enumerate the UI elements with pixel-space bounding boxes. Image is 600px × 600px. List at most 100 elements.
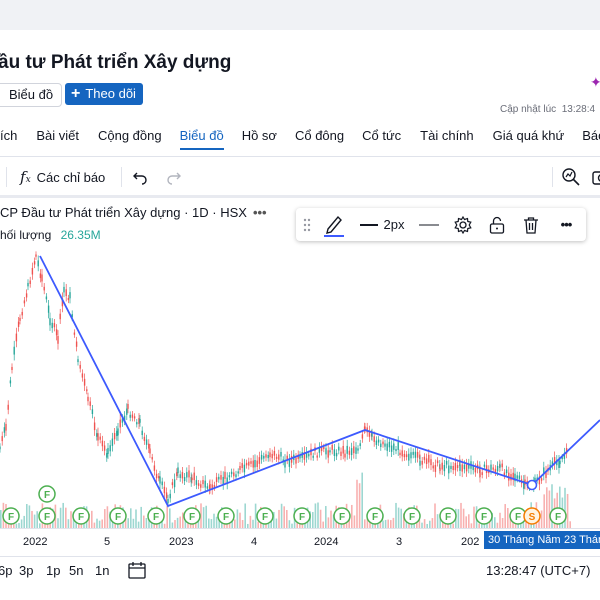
candle-body (3, 427, 6, 433)
candle-body (414, 451, 417, 458)
tab-co-tuc[interactable]: Cổ tức (362, 128, 402, 143)
candle-body (551, 461, 554, 466)
magnify-chart-icon (562, 168, 580, 186)
undo-icon (133, 172, 147, 185)
tab-co-dong[interactable]: Cổ đông (294, 128, 345, 143)
candle-body (434, 464, 437, 472)
candle-body (273, 450, 276, 456)
candle-body (139, 418, 141, 423)
candle-body (93, 422, 96, 431)
volume-bar (20, 519, 23, 528)
candle-body (5, 423, 7, 431)
trash-icon[interactable] (520, 208, 542, 241)
line-width-control[interactable]: 2px (358, 208, 406, 241)
company-title: ầu tư Phát triển Xây dựng (0, 52, 232, 73)
sparkle-icon[interactable]: ✦ (590, 74, 600, 90)
tab-gia-qua-khu[interactable]: Giá quá khứ (492, 128, 565, 143)
volume-bar (280, 503, 283, 528)
settings-icon[interactable] (452, 208, 474, 241)
chart-legend[interactable]: CP Đầu tư Phát triển Xây dựng · 1D · HSX… (0, 204, 271, 221)
volume-bar (179, 516, 181, 528)
candle-body (403, 453, 406, 458)
redo-button[interactable] (166, 160, 182, 194)
candle-body (545, 471, 547, 478)
indicators-button[interactable]: fx Các chỉ báo (20, 160, 105, 194)
tab-ho-so[interactable]: Hồ sơ (241, 128, 277, 143)
candle-body (119, 419, 121, 428)
follow-button[interactable]: + Theo dõi (65, 83, 143, 105)
time-axis[interactable]: 2022 5 2023 4 2024 3 202 30 Tháng Năm 23… (0, 528, 600, 553)
camera-button[interactable] (592, 160, 600, 194)
volume-bar (431, 518, 434, 528)
candle-body (195, 480, 198, 485)
candle-body (436, 460, 439, 464)
dividend-marker (38, 485, 56, 503)
dividend-marker-label: F (153, 512, 159, 523)
candle-body (377, 439, 380, 443)
range-3p[interactable]: 3p (19, 563, 34, 578)
line-style-icon[interactable] (416, 208, 442, 241)
candle-body (483, 464, 486, 467)
candle-body (335, 452, 338, 457)
candle-body (364, 426, 366, 430)
dividend-marker-label: F (223, 512, 229, 523)
candle-body (325, 448, 327, 455)
candle-body (303, 452, 306, 460)
candle-body (553, 457, 556, 465)
volume-bar (473, 506, 475, 528)
candle-body (256, 460, 258, 467)
calendar-icon[interactable] (128, 561, 148, 582)
volume-bar (202, 507, 205, 528)
undo-button[interactable] (132, 160, 148, 194)
more-icon[interactable]: ••• (252, 205, 267, 220)
chart-magnify-button[interactable] (561, 160, 581, 194)
candle-body (45, 296, 48, 300)
candle-body (188, 470, 190, 478)
price-chart[interactable]: F F F F F F F F F F F F F F F FFS (0, 198, 600, 531)
tab-phan-tich[interactable]: ích (0, 128, 18, 143)
pencil-icon[interactable] (322, 208, 346, 241)
volume-bar (286, 509, 288, 528)
range-1n[interactable]: 1n (95, 563, 110, 578)
volume-bar (512, 519, 514, 528)
candle-body (19, 317, 21, 321)
candle-body (151, 457, 153, 460)
volume-bar (423, 519, 426, 528)
range-5n[interactable]: 5n (69, 563, 84, 578)
tab-cong-dong[interactable]: Cộng đồng (97, 128, 162, 143)
candle-body (143, 436, 146, 441)
candle-body (425, 458, 428, 464)
candle-body (445, 460, 448, 465)
candle-body (280, 451, 282, 457)
candle-body (359, 443, 361, 446)
candle-body (428, 454, 430, 463)
drag-handle-icon[interactable] (300, 208, 314, 241)
unlock-icon[interactable] (486, 208, 508, 241)
candle-body (405, 454, 408, 458)
candle-body (211, 484, 213, 490)
volume-bar (397, 507, 400, 528)
candle-body (179, 474, 181, 478)
volume-bar (213, 513, 215, 528)
candle-body (176, 472, 178, 477)
toolbar-separator (121, 167, 122, 187)
candle-body (308, 453, 310, 457)
more-icon[interactable]: ••• (560, 217, 573, 232)
chart-chip[interactable]: Biểu đồ (0, 83, 63, 107)
x-tick: 2022 (23, 536, 48, 548)
split-marker (523, 507, 541, 525)
tab-bieu-do[interactable]: Biểu đồ (179, 128, 224, 150)
range-6p[interactable]: 6p (0, 563, 13, 578)
candle-body (103, 445, 106, 451)
volume-bar (96, 518, 98, 528)
tab-bai-viet[interactable]: Bài viết (36, 128, 79, 143)
candle-body (220, 475, 222, 480)
candle-body (452, 466, 454, 471)
tab-tai-chinh[interactable]: Tài chính (420, 128, 474, 143)
tab-bao-cao[interactable]: Báo các (582, 128, 600, 143)
trend-line[interactable] (39, 255, 600, 508)
range-1p[interactable]: 1p (46, 563, 61, 578)
candle-body (37, 260, 39, 267)
volume-bar (470, 523, 473, 528)
